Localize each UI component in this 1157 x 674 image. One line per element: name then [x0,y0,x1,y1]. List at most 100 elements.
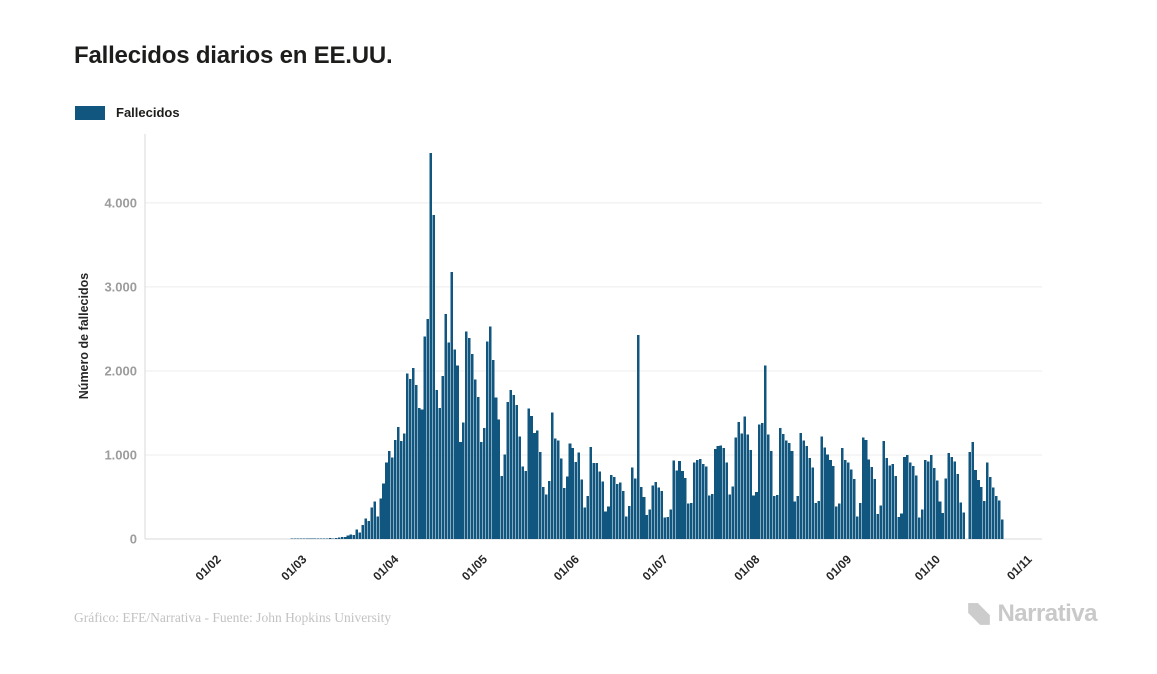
bar [867,459,871,539]
bar [610,475,613,539]
bar [968,452,971,539]
bar [707,495,711,539]
x-tick-label: 01/11 [1004,552,1035,583]
bar [630,467,634,539]
bar [698,459,702,539]
bar [595,463,598,539]
bar [989,476,992,539]
bar [690,502,693,539]
bar [666,516,669,539]
bar [663,517,666,539]
bar [524,471,527,539]
bar [817,501,820,539]
bar [852,478,856,539]
bar [808,458,812,539]
bar [323,538,326,539]
bar [453,349,456,539]
bar [932,467,936,539]
bar [397,427,400,539]
bar [994,495,998,539]
bar [675,470,678,539]
x-tick-label: 01/03 [278,552,309,583]
bar [645,514,649,539]
bar [781,433,785,539]
bar [696,460,699,539]
bar [870,467,874,539]
bar [636,335,640,539]
bar [429,153,433,540]
bar [382,483,385,539]
bar [444,314,447,539]
bar [986,462,989,539]
bar [775,494,779,539]
y-tick-label: 0 [130,532,137,547]
bar [761,423,764,539]
bar [568,443,572,539]
bar [758,424,761,539]
y-tick-label: 3.000 [104,279,137,294]
bar [598,471,601,539]
bar [722,448,726,539]
bar [450,272,453,539]
bar [423,336,427,539]
bar [891,464,894,539]
bar [559,458,563,539]
bar [320,538,323,539]
bar [793,501,797,539]
bar [474,379,477,539]
bar [909,462,912,539]
bar [456,365,459,539]
bar [512,394,516,539]
bar [465,331,468,539]
bar [627,505,631,539]
bar [373,501,376,539]
bar [731,486,735,539]
bar [648,509,652,539]
bar [459,441,462,539]
bar [796,495,800,539]
bar [864,439,868,539]
bar [684,478,687,539]
x-tick-label: 01/10 [912,552,943,583]
bar [394,439,397,539]
bar [500,475,504,539]
bar [438,407,442,539]
bar [811,467,814,539]
page-title: Fallecidos diarios en EE.UU. [74,42,393,69]
bar [651,485,655,539]
bar [340,537,344,539]
bar [997,500,1001,539]
bar [888,465,891,539]
bar [915,475,918,539]
bar [494,397,498,539]
bar [583,507,587,539]
credit-text: Gráfico: EFE/Narrativa - Fuente: John Ho… [74,610,392,625]
bar [778,427,782,539]
bar [923,459,927,539]
bar [858,502,862,539]
bar [906,454,909,539]
bar [929,455,933,539]
bar [385,462,388,539]
bar [953,461,957,539]
bar [920,509,924,539]
bar [435,390,439,539]
bar [358,532,362,539]
x-tick-label: 01/08 [731,552,762,583]
bar [592,462,595,539]
bar [343,536,347,539]
bar [838,503,841,539]
x-tick-label: 01/06 [551,552,582,583]
bar [672,460,675,539]
bar [897,516,900,539]
bar [820,436,823,539]
bar [849,469,853,539]
bar [616,484,619,539]
bar [642,496,646,539]
bar [622,491,625,539]
bar [331,538,335,539]
bar [571,448,575,539]
bar [521,466,524,539]
bar [400,441,403,539]
